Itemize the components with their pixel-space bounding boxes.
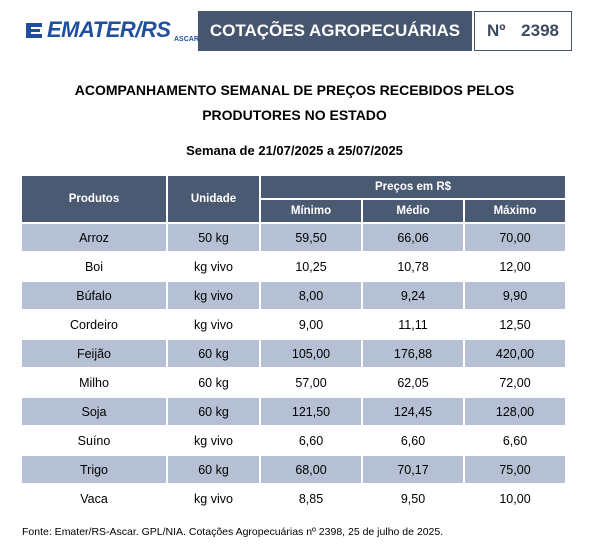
table-cell: 70,00	[465, 224, 565, 251]
number-label: Nº	[487, 21, 506, 40]
table-cell: 9,90	[465, 282, 565, 309]
table-cell: kg vivo	[194, 433, 233, 448]
table-cell: 66,06	[363, 224, 463, 251]
table-cell: Búfalo	[22, 282, 166, 309]
table-cell: 176,88	[363, 340, 463, 367]
table-cell: Soja	[22, 398, 166, 425]
table-body: Arroz 50 kg 59,50 66,06 70,00 Boi kg vivo 10,25…	[22, 224, 565, 512]
logo-icon	[26, 23, 42, 38]
table-row: Boi kg vivo 10,25 10,78 12,00	[22, 253, 565, 280]
table-cell: 6,60	[400, 433, 426, 448]
table-cell: Milho	[79, 375, 109, 390]
table-cell: kg vivo	[168, 282, 259, 309]
table-row: Feijão 60 kg 105,00 176,88 420,00	[22, 340, 565, 367]
table-cell: 60 kg	[198, 375, 229, 390]
table-cell: 128,00	[465, 398, 565, 425]
table-cell: 60 kg	[168, 398, 259, 425]
heading: ACOMPANHAMENTO SEMANAL DE PREÇOS RECEBID…	[74, 82, 515, 98]
table-cell: Cordeiro	[70, 317, 118, 332]
table-cell: kg vivo	[194, 491, 233, 506]
column-header: Mínimo	[261, 200, 361, 222]
table-cell: 121,50	[261, 398, 361, 425]
header-row: Mínimo Médio Máximo	[22, 200, 565, 222]
table-cell: 124,45	[363, 398, 463, 425]
table-cell: 420,00	[465, 340, 565, 367]
column-header: Preços em R$	[261, 176, 565, 198]
logo-text: EMATER/RS	[47, 17, 171, 42]
table-row: Suíno kg vivo 6,60 6,60 6,60	[22, 427, 565, 454]
table-cell: 10,00	[499, 491, 531, 506]
table-cell: 70,17	[363, 456, 463, 483]
table-cell: 105,00	[261, 340, 361, 367]
table-cell: 11,11	[398, 317, 428, 332]
table-cell: 10,78	[397, 259, 429, 274]
footer: Fonte: Emater/RS-Ascar. GPL/NIA. Cotaçõe…	[22, 526, 444, 538]
table-row: Vaca kg vivo 8,85 9,50 10,00	[22, 485, 565, 512]
table-cell: 6,60	[502, 433, 528, 448]
table-cell: Boi	[84, 259, 104, 274]
table-row: Soja 60 kg 121,50 124,45 128,00	[22, 398, 565, 425]
number: 2398	[521, 21, 559, 40]
table-cell: Suíno	[77, 433, 111, 448]
table-cell: 12,00	[499, 259, 531, 274]
table-row: Búfalo kg vivo 8,00 9,24 9,90	[22, 282, 565, 309]
table-cell: Arroz	[22, 224, 166, 251]
table-cell: 9,50	[400, 491, 426, 506]
column-header: Unidade	[168, 176, 259, 222]
title: COTAÇÕES AGROPECUÁRIAS	[209, 21, 461, 40]
table-head: Produtos Unidade Preços em R$ Mínimo Méd…	[22, 176, 565, 222]
logo-sub: ASCAR	[174, 36, 199, 43]
table-cell: 60 kg	[168, 340, 259, 367]
column-header: Médio	[363, 200, 463, 222]
column-header: Máximo	[465, 200, 565, 222]
table-cell: 6,60	[298, 433, 324, 448]
table-row: Trigo 60 kg 68,00 70,17 75,00	[22, 456, 565, 483]
table-cell: 59,50	[261, 224, 361, 251]
logo: EMATER/RS ASCAR	[24, 14, 199, 46]
table-cell: 75,00	[465, 456, 565, 483]
column-header: Produtos	[22, 176, 166, 222]
table-cell: 12,50	[499, 317, 531, 332]
table-row: Arroz 50 kg 59,50 66,06 70,00	[22, 224, 565, 251]
table-cell: Trigo	[22, 456, 166, 483]
table-row: Milho 60 kg 57,00 62,05 72,00	[22, 369, 565, 396]
table-cell: 62,05	[397, 375, 429, 390]
table-cell: kg vivo	[194, 317, 233, 332]
table-cell: 8,00	[261, 282, 361, 309]
table-cell: 68,00	[261, 456, 361, 483]
header-row: Produtos Unidade Preços em R$	[22, 176, 565, 222]
table-cell: 72,00	[499, 375, 531, 390]
table-cell: Feijão	[22, 340, 166, 367]
week: Semana de 21/07/2025 a 25/07/2025	[186, 143, 403, 158]
table-cell: 9,00	[298, 317, 324, 332]
number-box: Nº 2398	[474, 11, 572, 51]
price-table: Produtos Unidade Preços em R$ Mínimo Méd…	[20, 174, 567, 514]
table-cell: 60 kg	[168, 456, 259, 483]
table-cell: 57,00	[295, 375, 327, 390]
table-cell: Vaca	[80, 491, 108, 506]
title-bar: COTAÇÕES AGROPECUÁRIAS	[198, 11, 472, 51]
table-row: Cordeiro kg vivo 9,00 11,11 12,50	[22, 311, 565, 338]
table-cell: 8,85	[298, 491, 324, 506]
table-cell: 10,25	[295, 259, 327, 274]
table-cell: 50 kg	[168, 224, 259, 251]
table-cell: 9,24	[363, 282, 463, 309]
table-cell: kg vivo	[194, 259, 233, 274]
heading: PRODUTORES NO ESTADO	[202, 107, 387, 123]
